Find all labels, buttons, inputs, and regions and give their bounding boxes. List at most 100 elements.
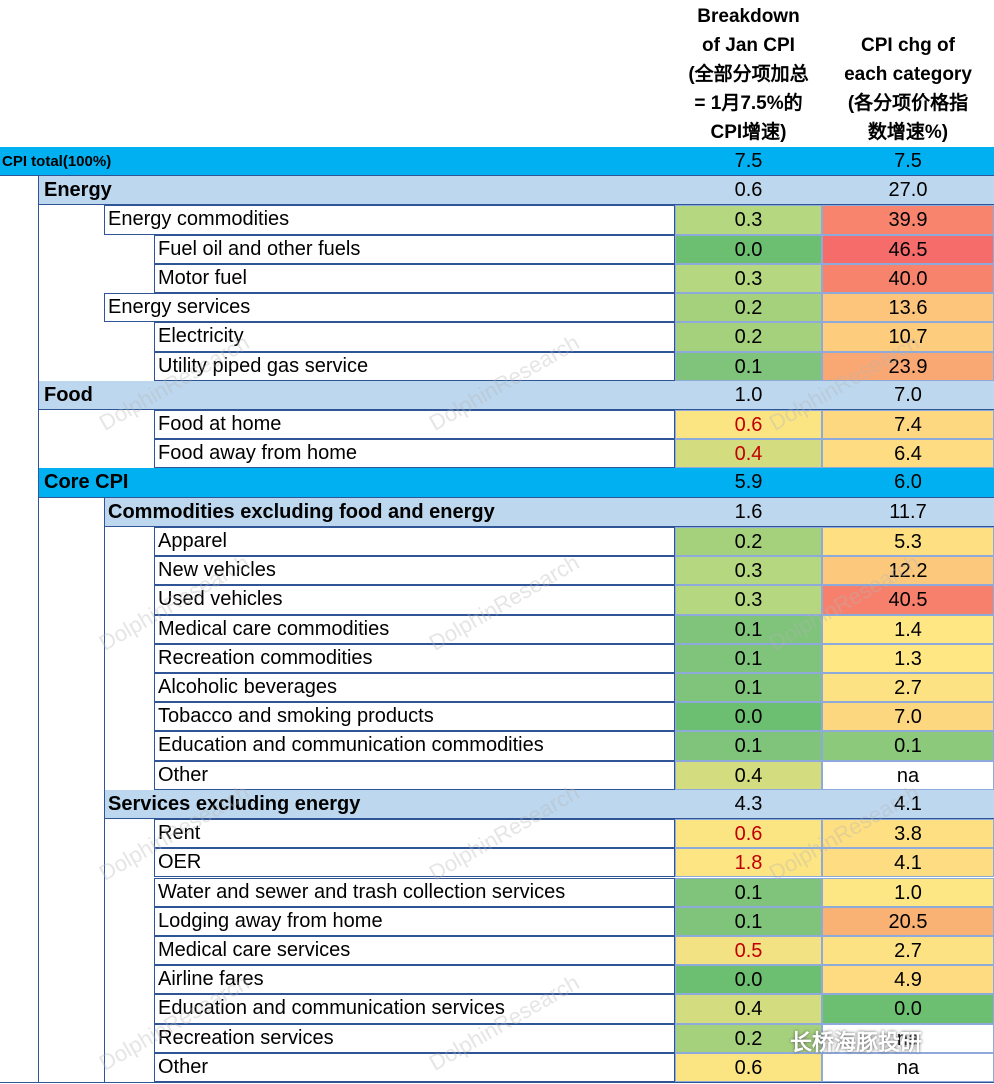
cell-change: na (822, 760, 994, 790)
cell-change: na (822, 1052, 994, 1083)
cell-change: 27.0 (888, 179, 928, 202)
row-box (154, 877, 675, 907)
cell-breakdown: 0.3 (675, 556, 822, 586)
header-col2: CPI chg of (861, 35, 955, 56)
row-label: Rent (158, 822, 201, 845)
cell-change: 39.9 (822, 205, 994, 235)
row-box (154, 322, 675, 352)
row-box (154, 994, 675, 1024)
header-col2: each category (844, 64, 972, 85)
row-box (154, 234, 675, 264)
cell-change: 23.9 (822, 351, 994, 381)
cell-breakdown: 0.2 (675, 526, 822, 557)
cell-breakdown: 0.1 (675, 877, 822, 907)
cell-breakdown: 0.1 (675, 906, 822, 936)
row-label: Education and communication services (158, 997, 505, 1020)
row-band (38, 380, 994, 410)
cell-change: 10.7 (822, 322, 994, 352)
row-label: Energy services (108, 296, 251, 319)
row-label: Commodities excluding food and energy (108, 500, 495, 523)
cell-change: 12.2 (822, 556, 994, 586)
cell-change: 7.5 (894, 150, 922, 172)
cell-breakdown: 0.1 (675, 672, 822, 703)
header-col2: 数增速%) (867, 122, 949, 143)
cell-breakdown: 0.5 (675, 935, 822, 966)
header-col1: Breakdown (697, 6, 800, 27)
cell-change: 2.7 (822, 935, 994, 966)
cell-change: 20.5 (822, 906, 994, 936)
row-label: Services excluding energy (108, 792, 361, 815)
row-box (154, 585, 675, 615)
row-label: Education and communication commodities (158, 734, 544, 757)
row-box (154, 731, 675, 761)
cell-breakdown: 0.1 (675, 731, 822, 761)
cell-change: na (822, 1023, 994, 1053)
row-box (154, 526, 675, 557)
row-box (154, 614, 675, 644)
bottom-line (0, 1082, 994, 1084)
row-label: Water and sewer and trash collection ser… (158, 880, 566, 903)
header-col1: = 1月7.5%的 (694, 93, 803, 114)
cell-breakdown: 0.0 (675, 234, 822, 264)
cell-change: 40.5 (822, 585, 994, 615)
cell-breakdown: 0.1 (675, 643, 822, 673)
row-label: Energy commodities (108, 208, 290, 231)
row-box (154, 556, 675, 586)
cell-change: 40.0 (822, 263, 994, 294)
cell-breakdown: 0.6 (675, 1052, 822, 1083)
row-label: Motor fuel (158, 266, 247, 289)
cell-breakdown: 0.1 (675, 614, 822, 644)
cell-change: 4.9 (822, 965, 994, 995)
row-box (154, 1023, 675, 1053)
row-label: Recreation services (158, 1026, 334, 1049)
cell-breakdown: 0.2 (675, 322, 822, 352)
row-box (104, 205, 675, 235)
logo: 长桥海豚投研 (790, 1030, 923, 1055)
row-box (154, 439, 675, 469)
cell-change: 0.1 (822, 731, 994, 761)
row-label: Recreation commodities (158, 646, 373, 669)
row-box (154, 965, 675, 995)
cell-breakdown: 0.6 (675, 819, 822, 849)
row-box (154, 702, 675, 732)
cell-breakdown: 0.2 (675, 293, 822, 323)
cell-change: 11.7 (889, 500, 927, 523)
row-band (0, 147, 994, 177)
cell-breakdown: 0.3 (675, 263, 822, 294)
row-box (154, 906, 675, 936)
row-label: OER (158, 851, 202, 874)
cell-change: 13.6 (822, 293, 994, 323)
row-box (154, 848, 675, 878)
cell-change: 1.3 (822, 643, 994, 673)
row-label: Apparel (158, 529, 227, 552)
cell-breakdown: 0.4 (675, 439, 822, 469)
cell-change: 7.0 (822, 702, 994, 732)
row-label: CPI total(100%) (2, 153, 112, 170)
row-label: Core CPI (44, 471, 129, 494)
row-box (154, 672, 675, 703)
row-box (154, 1052, 675, 1083)
row-band (104, 789, 994, 820)
cell-breakdown: 0.1 (675, 351, 822, 381)
header-col1: CPI增速) (710, 122, 787, 143)
row-label: Used vehicles (158, 588, 283, 611)
cell-breakdown: 4.3 (734, 792, 763, 815)
cell-breakdown: 0.2 (675, 1023, 822, 1053)
cell-breakdown: 1.8 (675, 848, 822, 878)
cell-change: 4.1 (822, 848, 994, 878)
cell-breakdown: 0.6 (675, 409, 822, 440)
row-label: Fuel oil and other fuels (158, 237, 361, 260)
cell-breakdown: 1.6 (734, 500, 763, 523)
row-label: Food (44, 383, 93, 406)
header-col2: (各分项价格指 (847, 93, 969, 114)
cell-breakdown: 0.6 (734, 179, 763, 202)
row-band (38, 468, 994, 498)
row-label: Other (158, 763, 209, 786)
cell-change: 46.5 (822, 234, 994, 264)
header-col1: of Jan CPI (702, 35, 795, 56)
cell-breakdown: 0.0 (675, 965, 822, 995)
row-label: Lodging away from home (158, 909, 383, 932)
row-box (154, 760, 675, 790)
row-label: Medical care commodities (158, 617, 390, 640)
row-box (154, 351, 675, 381)
